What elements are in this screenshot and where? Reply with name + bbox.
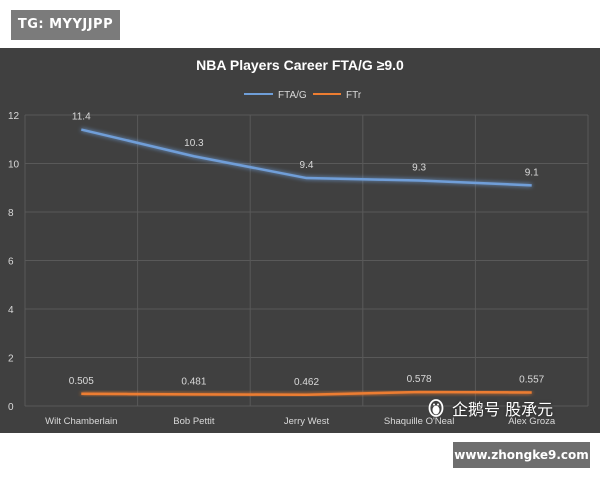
data-label: 10.3 <box>184 138 204 149</box>
data-label: 9.1 <box>525 167 539 178</box>
grid-layer <box>24 114 589 407</box>
legend-ftr-label: FTr <box>346 90 362 101</box>
data-label: 9.4 <box>300 160 314 171</box>
data-label: 0.505 <box>69 376 94 387</box>
penguin-icon <box>428 399 444 417</box>
y-tick-label: 8 <box>8 208 14 219</box>
data-label: 0.578 <box>407 374 432 385</box>
y-tick-label: 2 <box>8 354 14 365</box>
legend-fta-label: FTA/G <box>278 90 307 101</box>
header-badge: TG: MYYJJPP <box>11 10 120 40</box>
data-label: 0.481 <box>181 376 206 387</box>
y-tick-label: 10 <box>8 160 20 171</box>
y-tick-label: 6 <box>8 257 14 268</box>
site-badge: www.zhongke9.com <box>453 442 590 468</box>
watermark: 企鹅号 股承元 <box>426 396 553 420</box>
x-tick-label: Jerry West <box>284 416 330 427</box>
line-chart: NBA Players Career FTA/G ≥9.0 FTA/G FTr … <box>8 57 589 427</box>
y-axis-ticks: 0 2 4 6 8 10 12 <box>8 111 20 413</box>
data-label: 0.557 <box>519 374 544 385</box>
x-tick-label: Wilt Chamberlain <box>45 416 117 427</box>
series-line-fta-g <box>81 128 532 187</box>
series-layer: 11.4 10.3 9.4 9.3 9.1 0.505 0.481 0.462 0.578 0.5… <box>69 112 545 397</box>
watermark-text: 企鹅号 股承元 <box>452 400 554 419</box>
x-tick-label: Alex Groza <box>508 416 556 427</box>
y-tick-label: 12 <box>8 111 20 122</box>
chart-title: NBA Players Career FTA/G ≥9.0 <box>196 57 404 73</box>
chart-panel: NBA Players Career FTA/G ≥9.0 FTA/G FTr … <box>0 48 600 433</box>
legend: FTA/G FTr <box>244 90 362 101</box>
y-tick-label: 4 <box>8 305 14 316</box>
data-label: 0.462 <box>294 377 319 388</box>
y-tick-label: 0 <box>8 402 14 413</box>
data-label: 11.4 <box>72 112 91 123</box>
data-label: 9.3 <box>412 162 426 173</box>
x-axis-ticks: Wilt Chamberlain Bob Pettit Jerry West Shaq… <box>45 416 556 427</box>
series-line-ftr <box>81 390 532 397</box>
x-tick-label: Bob Pettit <box>173 416 215 427</box>
x-tick-label: Shaquille O'Neal <box>384 416 454 427</box>
